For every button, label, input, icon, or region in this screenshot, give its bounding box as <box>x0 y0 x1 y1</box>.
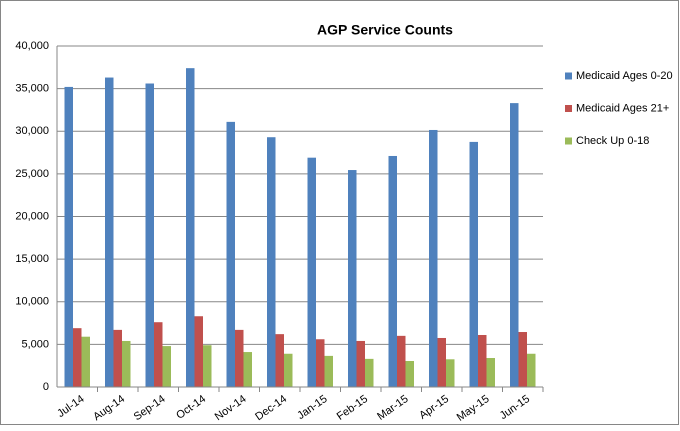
bar <box>226 121 235 387</box>
bar <box>405 360 414 387</box>
y-tick-label: 25,000 <box>15 168 49 180</box>
bar <box>388 155 397 387</box>
bar <box>81 336 90 387</box>
y-tick-label: 20,000 <box>15 210 49 222</box>
bar <box>194 316 203 387</box>
legend-label: Medicaid Ages 0-20 <box>576 70 673 82</box>
bar <box>235 329 244 387</box>
bar <box>243 352 252 387</box>
legend-swatch <box>565 105 572 112</box>
bar <box>324 355 333 387</box>
bar <box>397 335 406 387</box>
bar <box>162 346 171 387</box>
y-tick-label: 30,000 <box>15 125 49 137</box>
bar <box>316 339 325 387</box>
bar <box>486 358 495 387</box>
bar <box>446 359 455 387</box>
bar <box>275 334 284 387</box>
bar <box>518 332 527 387</box>
chart-title: AGP Service Counts <box>317 22 453 38</box>
y-tick-label: 40,000 <box>15 40 49 52</box>
legend-label: Medicaid Ages 21+ <box>576 102 669 114</box>
legend-swatch <box>565 72 572 80</box>
bar <box>365 358 374 387</box>
bar <box>203 345 212 387</box>
bar <box>113 329 122 387</box>
y-tick-label: 15,000 <box>15 253 49 265</box>
bar <box>356 340 365 387</box>
bar <box>348 170 357 387</box>
bar <box>469 141 478 387</box>
legend-swatch <box>565 137 572 145</box>
bar <box>154 322 163 387</box>
bar <box>478 334 487 387</box>
bar <box>186 68 195 387</box>
bar <box>73 328 82 387</box>
legend-label: Check Up 0-18 <box>576 135 649 147</box>
bar <box>284 353 293 387</box>
y-tick-label: 35,000 <box>15 83 49 95</box>
bar <box>527 353 536 387</box>
y-tick-label: 0 <box>43 381 49 393</box>
bar <box>122 340 131 387</box>
y-tick-label: 5,000 <box>21 338 49 350</box>
bar <box>510 103 519 388</box>
bar <box>267 137 276 387</box>
bar <box>437 337 446 387</box>
bar <box>307 157 316 387</box>
bar <box>64 86 73 388</box>
bar <box>429 129 438 387</box>
bar <box>145 83 154 387</box>
bar <box>105 77 114 387</box>
y-tick-label: 10,000 <box>15 296 49 308</box>
